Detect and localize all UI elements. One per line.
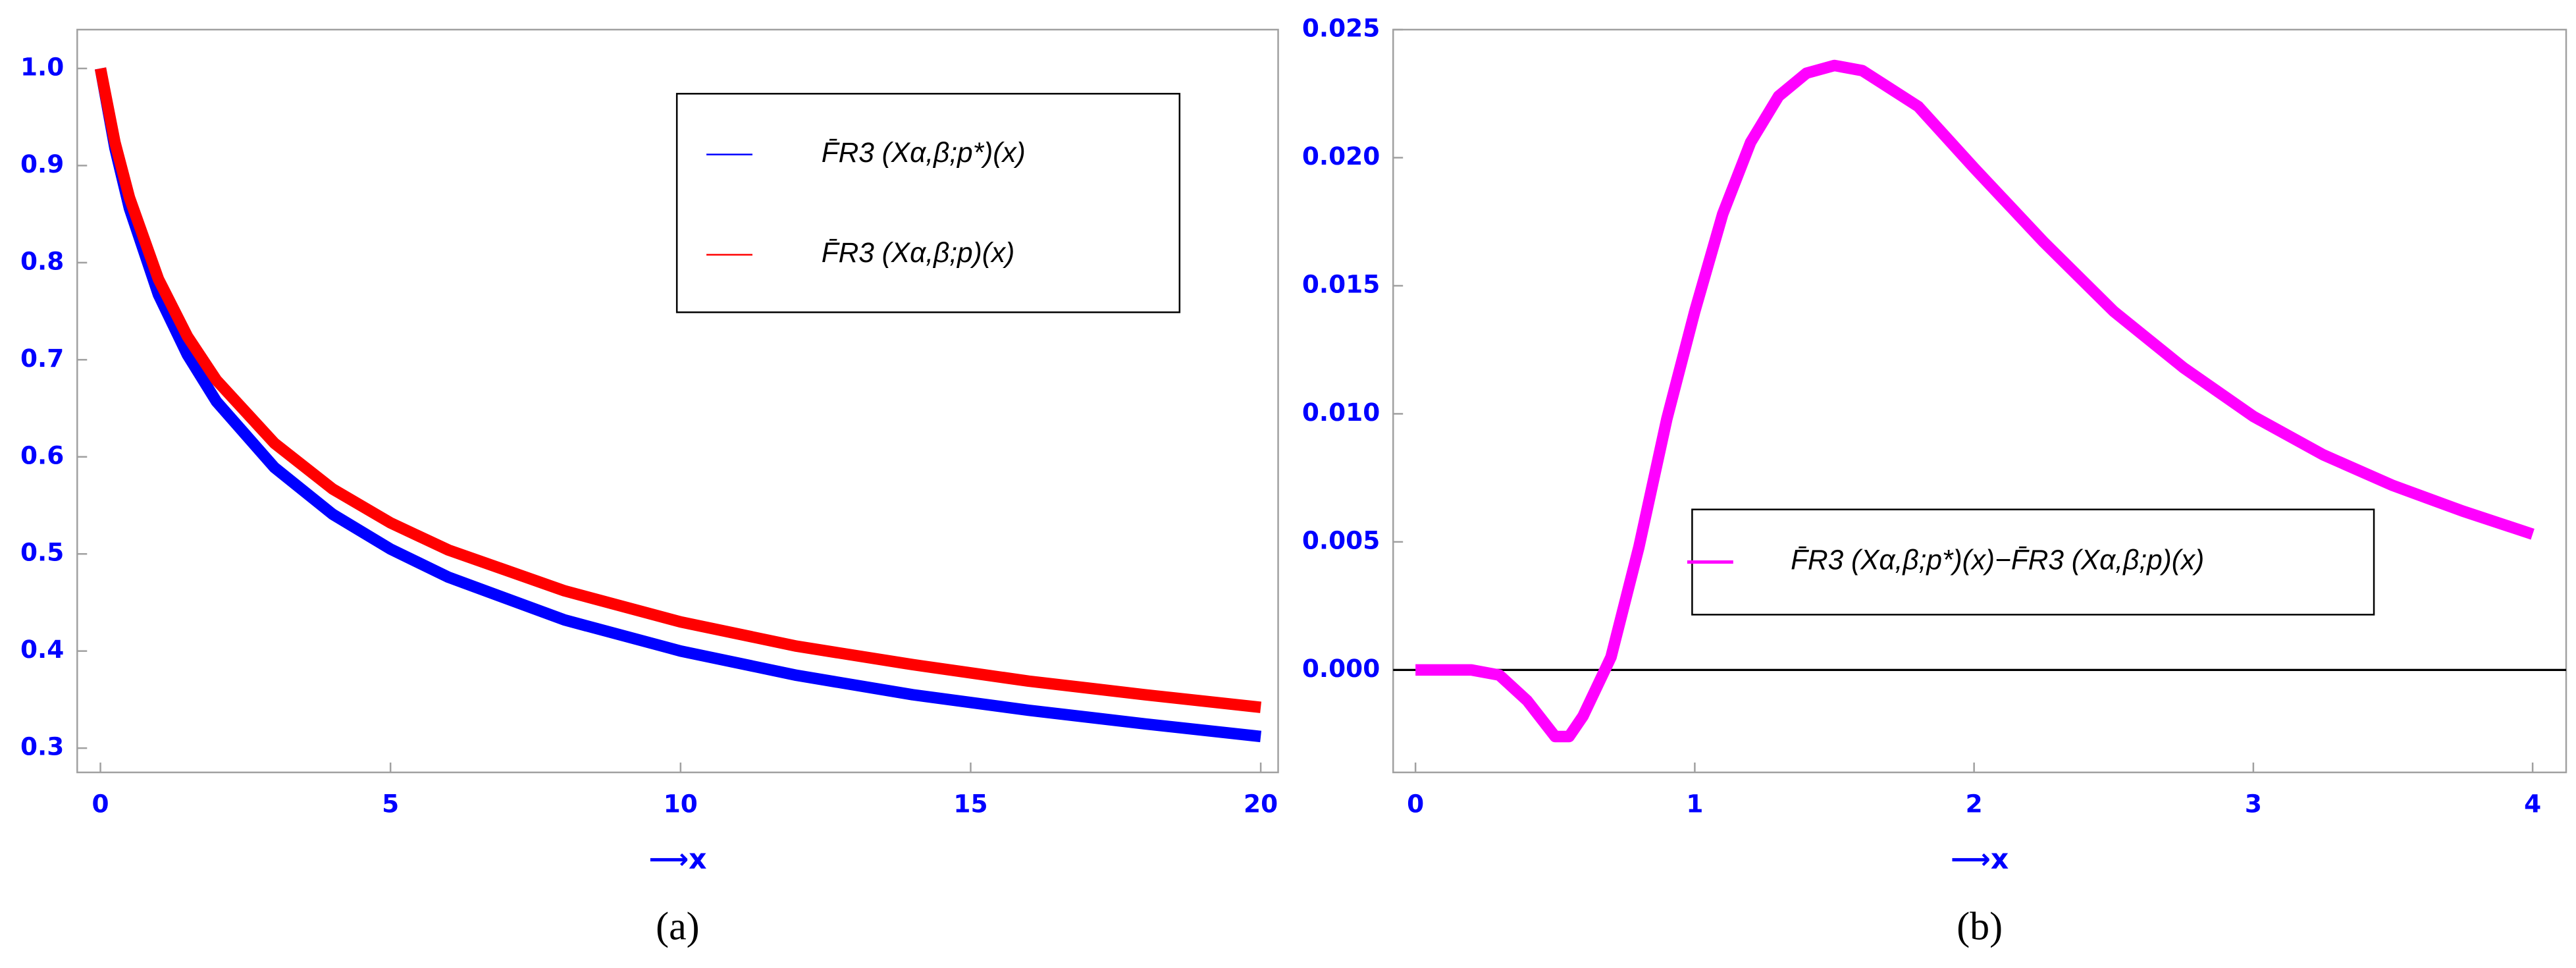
data-line	[94, 67, 1262, 713]
y-tick-label: 0.3	[20, 732, 64, 761]
data-line	[1415, 59, 2535, 743]
caption: (b)	[1957, 904, 2003, 948]
y-tick-label: 0.5	[20, 538, 64, 567]
x-tick-label: 0	[1407, 789, 1424, 818]
y-tick-label: 0.8	[20, 246, 64, 275]
x-tick-label: 3	[2245, 789, 2262, 818]
x-axis-label: ⟶x	[648, 844, 706, 876]
legend-label: F̄R3 (Xα,β;p)(x)	[822, 237, 1014, 268]
y-tick-label: 0.015	[1302, 269, 1380, 298]
caption: (a)	[656, 904, 699, 948]
y-tick-label: 0.005	[1302, 525, 1380, 554]
y-tick-label: 0.7	[20, 344, 64, 373]
x-tick-label: 15	[953, 789, 987, 818]
y-tick-label: 0.6	[20, 441, 64, 470]
x-tick-label: 5	[382, 789, 399, 818]
y-tick-label: 0.000	[1302, 654, 1380, 683]
legend-box	[1691, 508, 2375, 616]
x-tick-label: 2	[1966, 789, 1983, 818]
legend-box	[675, 93, 1181, 313]
x-tick-label: 4	[2524, 789, 2541, 818]
plot-frame	[76, 28, 1279, 774]
plot-frame	[1392, 28, 2567, 774]
x-tick-label: 0	[92, 789, 109, 818]
y-tick-label: 0.020	[1302, 142, 1380, 171]
y-tick-label: 0.010	[1302, 398, 1380, 427]
legend-label: F̄R3 (Xα,β;p*)(x)−F̄R3 (Xα,β;p)(x)	[1791, 545, 2204, 576]
y-tick-label: 1.0	[20, 52, 64, 81]
x-tick-label: 20	[1244, 789, 1278, 818]
x-axis-label: ⟶x	[1951, 844, 2009, 876]
y-tick-label: 0.4	[20, 635, 64, 664]
y-tick-label: 0.025	[1302, 13, 1380, 42]
x-tick-label: 1	[1686, 789, 1703, 818]
legend-label: F̄R3 (Xα,β;p*)(x)	[822, 137, 1026, 168]
y-tick-label: 0.9	[20, 149, 64, 178]
x-tick-label: 10	[664, 789, 698, 818]
